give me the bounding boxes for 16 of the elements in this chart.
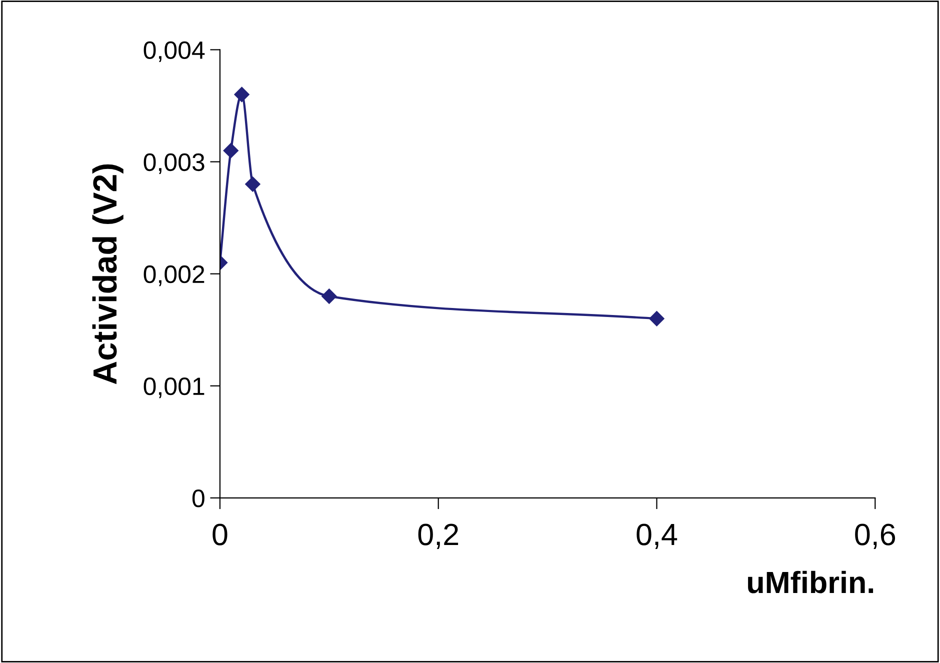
- x-tick-label: 0,2: [418, 524, 458, 549]
- point: [245, 176, 260, 192]
- y-tick-label: 0: [192, 490, 204, 508]
- point: [649, 311, 664, 326]
- point: [234, 86, 250, 102]
- y-axis-title: Actividad (V2): [92, 164, 124, 384]
- y-tick-label: 0,002: [144, 265, 204, 286]
- point: [322, 288, 337, 304]
- y-tick-label: 0,003: [144, 153, 204, 174]
- y-tick-label: 0,001: [144, 377, 204, 398]
- x-tick-label: 0,4: [636, 524, 678, 549]
- x-axis-title: uMfibrin.: [748, 570, 874, 594]
- x-tick-label: 0: [212, 524, 228, 546]
- x-tick-label: 0,6: [855, 524, 896, 549]
- y-tick-label: 0,004: [144, 41, 205, 62]
- point: [223, 142, 238, 158]
